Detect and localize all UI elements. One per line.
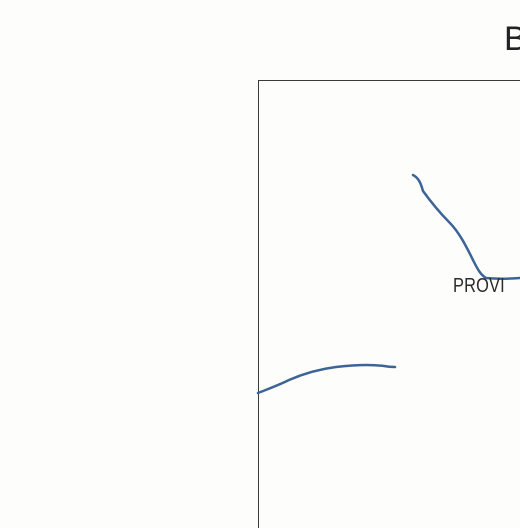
province-label: PROVI: [453, 275, 505, 297]
river-north: [411, 173, 520, 280]
map-frame: [258, 80, 520, 528]
map-title: B: [504, 20, 520, 58]
river-west: [256, 363, 397, 395]
